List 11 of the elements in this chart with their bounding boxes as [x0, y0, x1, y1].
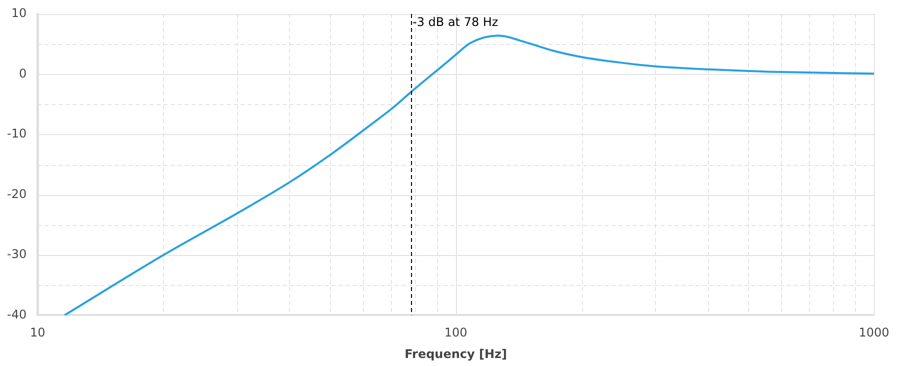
x-axis-title: Frequency [Hz] — [404, 346, 508, 361]
y-tick-label: 0 — [18, 66, 27, 80]
y-tick-label: -10 — [6, 126, 27, 141]
x-tick-label: 1000 — [858, 326, 890, 340]
y-tick-label: -40 — [6, 307, 27, 322]
ref-line-label: -3 dB at 78 Hz — [412, 15, 498, 30]
x-tick-label: 100 — [444, 326, 468, 340]
y-tick-label: -30 — [6, 247, 27, 262]
x-tick-label: 10 — [30, 326, 46, 340]
y-tick-label: 10 — [11, 6, 27, 20]
y-tick-label: -20 — [6, 186, 27, 201]
